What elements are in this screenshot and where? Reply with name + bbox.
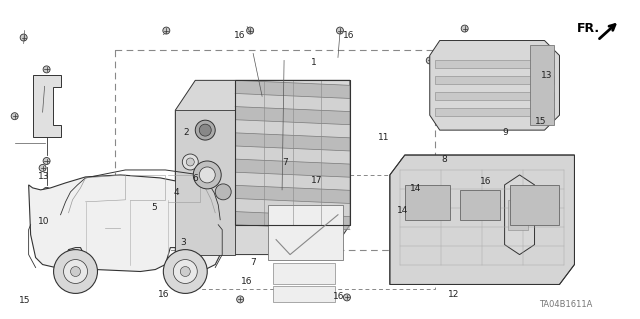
- Circle shape: [43, 158, 50, 165]
- Circle shape: [20, 34, 27, 41]
- Bar: [273, 263, 335, 285]
- Polygon shape: [29, 175, 222, 271]
- Circle shape: [11, 113, 18, 120]
- Polygon shape: [175, 80, 350, 255]
- Polygon shape: [235, 80, 350, 99]
- Text: 6: 6: [193, 174, 198, 183]
- Circle shape: [199, 167, 215, 183]
- Text: 16: 16: [234, 31, 246, 40]
- Polygon shape: [235, 198, 350, 217]
- Circle shape: [278, 186, 285, 193]
- Circle shape: [163, 27, 170, 34]
- Text: 7: 7: [282, 158, 288, 167]
- Circle shape: [426, 57, 433, 64]
- Text: 15: 15: [534, 117, 546, 126]
- Bar: [509, 185, 559, 225]
- Polygon shape: [235, 93, 350, 112]
- Circle shape: [63, 260, 88, 284]
- Circle shape: [43, 187, 50, 194]
- Text: 8: 8: [442, 155, 447, 164]
- Polygon shape: [430, 41, 559, 130]
- Text: 16: 16: [333, 292, 345, 300]
- Circle shape: [246, 27, 253, 34]
- Bar: [529, 46, 554, 125]
- Text: 11: 11: [378, 133, 390, 142]
- Text: 13: 13: [541, 71, 552, 80]
- Bar: [435, 76, 554, 84]
- Polygon shape: [390, 155, 575, 285]
- Polygon shape: [235, 159, 350, 177]
- Circle shape: [344, 294, 351, 301]
- Circle shape: [182, 154, 198, 170]
- Circle shape: [416, 178, 423, 185]
- Text: 4: 4: [173, 188, 179, 197]
- Bar: [508, 200, 527, 230]
- Text: 16: 16: [480, 177, 492, 186]
- Bar: [175, 110, 235, 255]
- Circle shape: [337, 27, 344, 34]
- Circle shape: [163, 249, 207, 293]
- Polygon shape: [235, 133, 350, 151]
- Bar: [200, 175, 435, 289]
- Circle shape: [199, 124, 211, 136]
- Circle shape: [39, 165, 46, 171]
- Text: 5: 5: [151, 203, 157, 211]
- Circle shape: [193, 161, 221, 189]
- Text: 7: 7: [250, 258, 256, 267]
- Text: 9: 9: [502, 128, 508, 137]
- Text: 14: 14: [397, 206, 409, 215]
- Circle shape: [180, 267, 190, 277]
- Text: 3: 3: [180, 238, 186, 247]
- Text: 17: 17: [311, 176, 323, 185]
- Circle shape: [401, 159, 407, 166]
- Text: 10: 10: [38, 217, 50, 226]
- Bar: [435, 108, 554, 116]
- Text: 16: 16: [343, 31, 355, 40]
- Polygon shape: [235, 172, 350, 190]
- Bar: [273, 286, 335, 302]
- Circle shape: [43, 66, 50, 73]
- Polygon shape: [235, 211, 350, 230]
- Bar: [405, 185, 450, 220]
- Bar: [268, 205, 343, 260]
- Circle shape: [195, 120, 215, 140]
- Text: TA04B1611A: TA04B1611A: [540, 300, 593, 309]
- Polygon shape: [504, 175, 534, 255]
- Text: 16: 16: [241, 277, 252, 286]
- Bar: [115, 50, 435, 249]
- Circle shape: [506, 167, 513, 174]
- Text: 14: 14: [410, 184, 422, 193]
- Text: 12: 12: [449, 290, 460, 299]
- Circle shape: [186, 158, 195, 166]
- Circle shape: [70, 267, 81, 277]
- Text: 2: 2: [183, 128, 189, 137]
- Text: 15: 15: [19, 296, 31, 305]
- Circle shape: [173, 260, 197, 284]
- Text: FR.: FR.: [577, 22, 600, 35]
- Circle shape: [461, 25, 468, 32]
- Polygon shape: [235, 120, 350, 138]
- Text: 1: 1: [311, 58, 317, 67]
- Circle shape: [259, 92, 266, 99]
- Circle shape: [215, 184, 231, 200]
- Circle shape: [237, 296, 244, 303]
- Polygon shape: [33, 75, 61, 137]
- Polygon shape: [235, 107, 350, 125]
- Bar: [435, 60, 554, 68]
- Circle shape: [546, 254, 553, 261]
- Bar: [435, 92, 554, 100]
- Text: 16: 16: [158, 290, 170, 299]
- Text: 13: 13: [38, 173, 50, 182]
- Polygon shape: [235, 185, 350, 204]
- Circle shape: [54, 249, 97, 293]
- Bar: [235, 80, 350, 225]
- Bar: [460, 190, 500, 220]
- Polygon shape: [235, 146, 350, 164]
